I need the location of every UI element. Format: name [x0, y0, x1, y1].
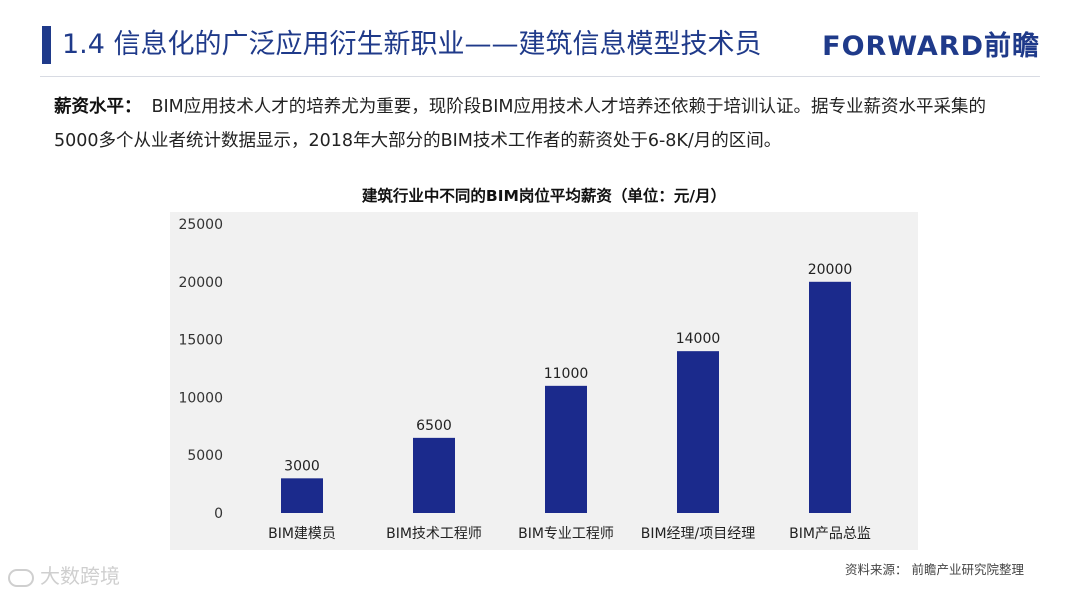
intro-text: BIM应用技术人才的培养尤为重要，现阶段BIM应用技术人才培养还依赖于培训认证。…	[54, 97, 987, 151]
data-label: 6500	[416, 418, 452, 434]
header-divider	[40, 76, 1040, 77]
x-tick-label: BIM经理/项目经理	[641, 526, 756, 542]
watermark-icon	[8, 568, 34, 587]
chart-title: 建筑行业中不同的BIM岗位平均薪资（单位：元/月）	[361, 187, 727, 205]
intro-lead: 薪资水平：	[54, 97, 142, 117]
y-tick-label: 0	[214, 506, 223, 522]
bar	[281, 478, 323, 513]
bar	[809, 281, 851, 513]
y-tick-label: 5000	[187, 448, 223, 464]
watermark: 大数跨境	[8, 560, 120, 589]
y-tick-label: 10000	[178, 390, 223, 406]
page-title: 1.4 信息化的广泛应用衍生新职业——建筑信息模型技术员	[62, 29, 762, 60]
y-tick-label: 25000	[178, 217, 223, 233]
data-label: 3000	[284, 458, 320, 474]
bar	[677, 351, 719, 513]
bar	[413, 437, 455, 513]
y-tick-label: 15000	[178, 333, 223, 349]
y-tick-label: 20000	[178, 275, 223, 291]
source-note: 资料来源： 前瞻产业研究院整理	[845, 562, 1024, 577]
x-tick-label: BIM专业工程师	[518, 526, 614, 542]
title-accent-bar	[42, 26, 51, 64]
brand-logo: FORWARD前瞻	[822, 31, 1040, 62]
intro-paragraph: 薪资水平： BIM应用技术人才的培养尤为重要，现阶段BIM应用技术人才培养还依赖于…	[54, 90, 1029, 158]
data-label: 14000	[676, 331, 721, 347]
data-label: 11000	[544, 366, 589, 382]
x-tick-label: BIM建模员	[268, 526, 336, 542]
data-label: 20000	[808, 262, 853, 278]
bar	[545, 385, 587, 513]
x-tick-label: BIM技术工程师	[386, 526, 482, 542]
x-tick-label: BIM产品总监	[789, 526, 871, 542]
watermark-text: 大数跨境	[40, 564, 120, 588]
